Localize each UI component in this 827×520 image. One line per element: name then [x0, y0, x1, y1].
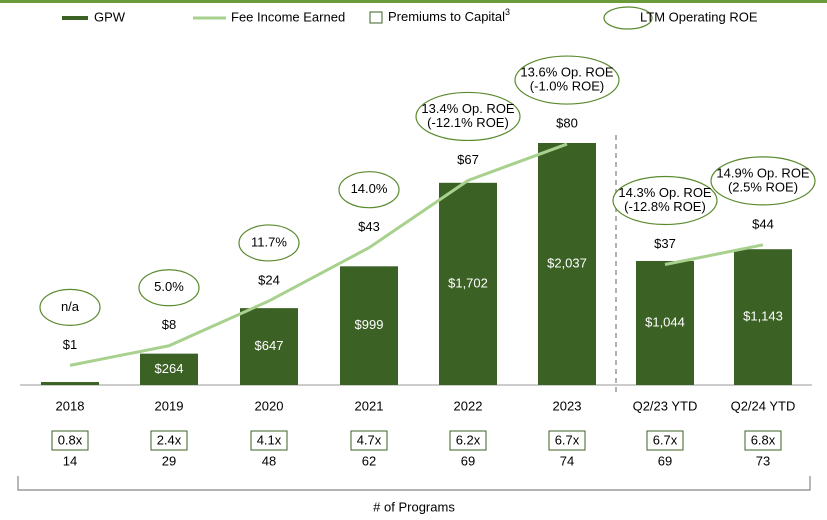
line: [664, 243, 764, 266]
bar-label: $999: [355, 317, 384, 332]
bar: [240, 308, 298, 385]
premium-box: [150, 430, 188, 451]
program-count: 73: [756, 453, 770, 468]
program-count: 29: [162, 453, 176, 468]
bar: [340, 266, 398, 385]
roe-label: 11.7%: [251, 234, 287, 249]
premium-label: 6.7x: [555, 432, 580, 447]
premium-box: [350, 430, 388, 451]
premium-box: [646, 430, 684, 451]
roe-ellipse: [415, 91, 521, 142]
legend-label-text: Premiums to Capital: [388, 9, 505, 24]
x-tick-label: 2022: [454, 398, 483, 413]
line-label: $37: [654, 236, 676, 251]
legend-label: Premiums to Capital3: [388, 7, 510, 24]
premium-box: [250, 430, 288, 451]
roe-label: n/a: [61, 299, 80, 314]
premium-box: [449, 430, 487, 451]
roe-label: (2.5% ROE): [728, 179, 798, 194]
premium-label: 6.2x: [456, 432, 481, 447]
premium-label: 4.1x: [257, 432, 282, 447]
premium-label: 0.8x: [58, 432, 83, 447]
premium-box: [548, 430, 586, 451]
x-tick-label: 2021: [355, 398, 384, 413]
roe-label: (-1.0% ROE): [530, 78, 604, 93]
bar-label: $1,044: [645, 314, 685, 329]
program-count: 62: [362, 453, 376, 468]
bar-label: $1,702: [448, 275, 488, 290]
premium-box: [51, 430, 89, 451]
bar-label: $1,143: [743, 309, 783, 324]
bar: [734, 249, 792, 385]
bar: [538, 143, 596, 385]
line-label: $80: [556, 115, 578, 130]
roe-label: 5.0%: [154, 279, 184, 294]
premium-label: 6.8x: [751, 432, 776, 447]
legend-swatch: [369, 11, 383, 24]
premium-label: 6.7x: [653, 432, 678, 447]
roe-label: (-12.8% ROE): [624, 199, 706, 214]
roe-label: 14.9% Op. ROE: [716, 165, 810, 180]
bar: [140, 353, 198, 385]
bracket: [17, 476, 811, 491]
line-label: $1: [63, 337, 77, 352]
x-tick-label: 2020: [255, 398, 284, 413]
program-count: 48: [262, 453, 276, 468]
x-tick-label: Q2/24 YTD: [731, 398, 796, 413]
premium-box: [744, 430, 782, 451]
premium-label: 4.7x: [357, 432, 382, 447]
bar-label: $2,037: [547, 255, 587, 270]
bar: [636, 260, 694, 385]
roe-ellipse: [338, 171, 400, 209]
top-rule: [0, 0, 827, 3]
roe-label: 14.3% Op. ROE: [618, 185, 712, 200]
line-label: $43: [358, 219, 380, 234]
programs-title: # of Programs: [373, 499, 455, 514]
bar-label: $647: [255, 338, 284, 353]
bar: [41, 382, 99, 385]
roe-ellipse: [710, 156, 816, 206]
line: [69, 142, 568, 367]
bar-label: $264: [155, 361, 184, 376]
x-tick-label: 2018: [56, 398, 85, 413]
bar: [439, 182, 497, 385]
legend-label: Fee Income Earned: [231, 9, 345, 24]
program-count: 69: [461, 453, 475, 468]
roe-ellipse: [514, 55, 620, 105]
x-tick-label: 2019: [155, 398, 184, 413]
roe-label: 14.0%: [351, 181, 388, 196]
program-count: 14: [63, 453, 77, 468]
legend-swatch: [603, 6, 653, 30]
x-tick-label: 2023: [553, 398, 582, 413]
line-label: $67: [457, 152, 479, 167]
line-label: $44: [752, 216, 774, 231]
legend-label: LTM Operating ROE: [640, 9, 758, 24]
roe-ellipse: [238, 224, 300, 262]
roe-ellipse: [138, 269, 200, 307]
program-count: 74: [560, 453, 574, 468]
line-label: $24: [258, 272, 280, 287]
legend-footnote: 3: [505, 7, 510, 17]
line-label: $8: [162, 317, 176, 332]
roe-label: 13.4% Op. ROE: [421, 101, 515, 116]
legend-swatch: [62, 16, 88, 20]
roe-label: 13.6% Op. ROE: [520, 64, 614, 79]
roe-ellipse: [39, 288, 101, 326]
x-tick-label: Q2/23 YTD: [633, 398, 698, 413]
premium-label: 2.4x: [157, 432, 182, 447]
roe-label: (-12.1% ROE): [427, 115, 509, 130]
legend-label: GPW: [94, 9, 126, 24]
roe-ellipse: [612, 175, 718, 226]
program-count: 69: [658, 453, 672, 468]
